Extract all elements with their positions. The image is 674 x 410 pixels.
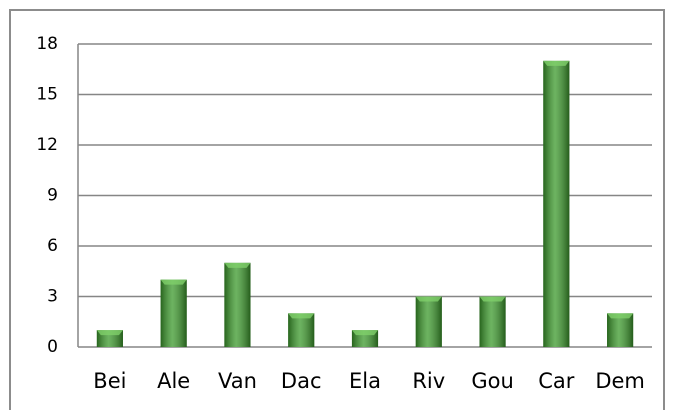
- y-tick-label: 9: [47, 186, 58, 206]
- bar: [160, 279, 187, 347]
- y-tick-label: 18: [36, 34, 58, 54]
- bar-cap: [351, 330, 379, 336]
- x-tick-label: Gou: [471, 369, 513, 393]
- bar-cap: [479, 296, 506, 302]
- x-tick-label: Riv: [412, 369, 445, 393]
- bar-cap: [224, 262, 251, 268]
- x-tick-label: Ale: [157, 369, 190, 393]
- bar: [479, 296, 506, 347]
- bar-cap: [96, 330, 123, 336]
- x-tick-label: Dac: [281, 369, 322, 393]
- x-tick-label: Van: [218, 369, 257, 393]
- y-tick-label: 15: [36, 85, 58, 105]
- y-tick-label: 0: [47, 337, 58, 357]
- bar: [415, 296, 442, 347]
- bar-cap: [607, 313, 634, 319]
- x-tick-label: Dem: [595, 369, 645, 393]
- x-tick-label: Car: [538, 369, 575, 393]
- bar-cap: [288, 313, 315, 319]
- bar-cap: [415, 296, 442, 302]
- x-tick-label: Ela: [349, 369, 381, 393]
- y-tick-label: 3: [47, 287, 58, 307]
- y-tick-label: 6: [47, 236, 58, 256]
- bar-cap: [543, 60, 570, 66]
- bar: [288, 313, 315, 347]
- chart-border: [9, 9, 665, 410]
- bar: [543, 60, 570, 347]
- bar: [607, 313, 634, 347]
- y-tick-label: 12: [36, 135, 58, 155]
- x-tick-label: Bei: [93, 369, 126, 393]
- bar-cap: [160, 279, 187, 285]
- bar: [224, 262, 251, 347]
